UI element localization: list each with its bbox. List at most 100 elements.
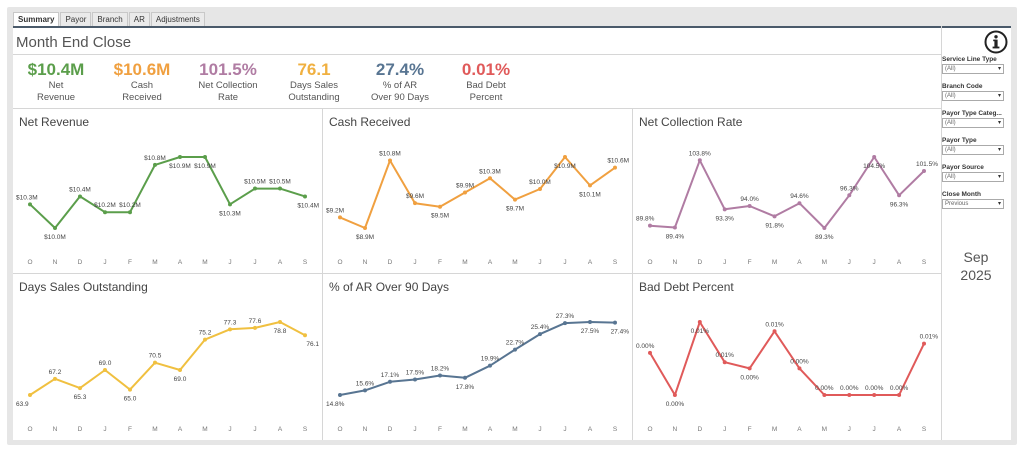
net-revenue-chart[interactable]: $10.3M O $10.0M N $10.4M D $10.2M J $10.2M F $10.8… bbox=[13, 109, 322, 273]
data-point bbox=[847, 193, 852, 198]
x-tick-label: J bbox=[103, 259, 106, 266]
filter-label: Payor Type bbox=[942, 137, 977, 144]
x-tick-label: F bbox=[128, 259, 132, 266]
ar-over-90-chart[interactable]: 14.8% O 15.6% N 17.1% D 17.5% J 18.2% F 17.8% M 19.9… bbox=[323, 274, 632, 440]
data-label: 96.3% bbox=[840, 185, 859, 192]
data-label: $10.3M bbox=[16, 194, 38, 201]
data-point bbox=[153, 360, 157, 365]
x-tick-label: N bbox=[53, 259, 58, 266]
data-point bbox=[588, 183, 592, 188]
data-label: 14.8% bbox=[326, 401, 345, 408]
x-tick-label: M bbox=[152, 259, 157, 266]
filter-service-line-type: Service Line Type (All) ▾ bbox=[942, 56, 1010, 74]
data-point bbox=[897, 393, 902, 397]
chart-title: Net Collection Rate bbox=[639, 115, 743, 129]
filter-dropdown[interactable]: (All) ▾ bbox=[942, 118, 1004, 128]
data-label: 76.1 bbox=[306, 341, 319, 348]
kpi-label: Percent bbox=[469, 92, 503, 103]
data-label: $9.2M bbox=[326, 207, 344, 214]
chart-title: Days Sales Outstanding bbox=[19, 280, 148, 294]
data-point bbox=[538, 332, 542, 337]
data-label: 65.0 bbox=[124, 396, 137, 403]
data-label: 0.01% bbox=[765, 321, 784, 328]
filter-dropdown[interactable]: (All) ▾ bbox=[942, 91, 1004, 101]
data-point bbox=[413, 377, 417, 382]
tab-ar[interactable]: AR bbox=[128, 12, 150, 26]
kpi-net-revenue: $10.4M Net Revenue bbox=[16, 60, 96, 104]
chevron-down-icon: ▾ bbox=[997, 174, 1001, 180]
data-point bbox=[253, 325, 257, 330]
data-point bbox=[203, 337, 207, 342]
filter-value: (All) bbox=[945, 120, 956, 126]
data-label: $10.9M bbox=[554, 163, 576, 170]
data-label: 91.8% bbox=[765, 222, 784, 229]
info-icon[interactable] bbox=[984, 30, 1008, 54]
kpi-ar-over-90: 27.4% % of AR Over 90 Days bbox=[360, 60, 440, 104]
bad-debt-percent-chart[interactable]: 0.00% O 0.00% N 0.01% D 0.01% J 0.00% F 0.01% M 0.00… bbox=[633, 274, 941, 440]
kpi-label: Outstanding bbox=[288, 92, 340, 103]
data-point bbox=[253, 186, 257, 191]
data-point bbox=[463, 375, 467, 380]
tab-summary[interactable]: Summary bbox=[13, 12, 60, 26]
chart-panel-days-sales-outstanding: Days Sales Outstanding 63.9 O 67.2 N 65.3 D 69… bbox=[13, 274, 322, 440]
x-tick-label: J bbox=[848, 259, 851, 266]
data-label: $10.8M bbox=[144, 155, 166, 162]
kpi-label: Received bbox=[122, 92, 162, 103]
data-point bbox=[847, 393, 852, 397]
filter-dropdown[interactable]: (All) ▾ bbox=[942, 64, 1004, 74]
x-tick-label: M bbox=[772, 426, 777, 433]
data-point bbox=[922, 169, 926, 174]
x-tick-label: S bbox=[303, 426, 308, 433]
tab-adjustments[interactable]: Adjustments bbox=[150, 12, 205, 26]
chart-title: % of AR Over 90 Days bbox=[329, 280, 450, 294]
data-label: 22.7% bbox=[506, 340, 525, 347]
data-label: 0.00% bbox=[815, 385, 834, 392]
kpi-label: Days Sales bbox=[289, 80, 339, 91]
data-point bbox=[338, 393, 342, 397]
data-label: 78.8 bbox=[274, 328, 287, 335]
filter-close-month: Close Month Previous ▾ bbox=[942, 191, 1010, 209]
data-point bbox=[613, 165, 617, 170]
data-point bbox=[78, 386, 82, 391]
cash-received-chart[interactable]: $9.2M O $8.9M N $10.8M D $9.6M J $9.5M F $9.9M M $10… bbox=[323, 109, 632, 273]
data-label: 27.3% bbox=[556, 313, 575, 320]
data-label: 103.8% bbox=[689, 150, 711, 157]
data-point bbox=[338, 215, 342, 220]
filter-dropdown[interactable]: (All) ▾ bbox=[942, 172, 1004, 182]
tab-payor[interactable]: Payor bbox=[60, 12, 92, 26]
chevron-down-icon: ▾ bbox=[997, 120, 1001, 126]
filter-dropdown[interactable]: (All) ▾ bbox=[942, 145, 1004, 155]
x-tick-label: A bbox=[797, 426, 802, 433]
x-tick-label: A bbox=[178, 426, 183, 433]
kpi-net-collection-rate: 101.5% Net Collection Rate bbox=[188, 60, 268, 104]
filter-payor-type: Payor Type (All) ▾ bbox=[942, 137, 1010, 155]
x-tick-label: A bbox=[897, 259, 902, 266]
data-point bbox=[103, 368, 107, 373]
days-sales-outstanding-chart[interactable]: 63.9 O 67.2 N 65.3 D 69.0 J 65.0 F 70.5 M 69.0 A 75.2 M… bbox=[13, 274, 322, 440]
data-point bbox=[438, 373, 442, 378]
net-collection-rate-chart[interactable]: 89.8% O 89.4% N 103.8% D 93.3% J 94.0% F 91.8% M 94.… bbox=[633, 109, 941, 273]
x-tick-label: O bbox=[337, 426, 342, 433]
data-point bbox=[128, 210, 132, 215]
data-label: $10.2M bbox=[94, 202, 116, 209]
x-tick-label: A bbox=[588, 259, 593, 266]
x-tick-label: J bbox=[873, 426, 876, 433]
chart-panel-bad-debt-percent: Bad Debt Percent 0.00% O 0.00% N 0.01% D 0.01%… bbox=[633, 274, 941, 440]
x-tick-label: A bbox=[588, 426, 593, 433]
filter-dropdown[interactable]: Previous ▾ bbox=[942, 199, 1004, 209]
tab-branch[interactable]: Branch bbox=[92, 12, 128, 26]
data-point bbox=[28, 202, 32, 207]
month-name: Sep bbox=[963, 249, 989, 265]
x-tick-label: O bbox=[27, 426, 32, 433]
data-label: 0.00% bbox=[740, 374, 759, 381]
data-label: 0.00% bbox=[790, 358, 809, 365]
data-point bbox=[822, 226, 827, 230]
x-tick-label: S bbox=[613, 259, 618, 266]
kpi-label: Bad Debt bbox=[466, 80, 506, 91]
data-point bbox=[772, 214, 777, 219]
data-label: 77.6 bbox=[249, 318, 262, 325]
data-label: 75.2 bbox=[199, 330, 212, 337]
data-point bbox=[722, 360, 727, 365]
x-tick-label: M bbox=[202, 426, 207, 433]
data-point bbox=[463, 190, 467, 195]
